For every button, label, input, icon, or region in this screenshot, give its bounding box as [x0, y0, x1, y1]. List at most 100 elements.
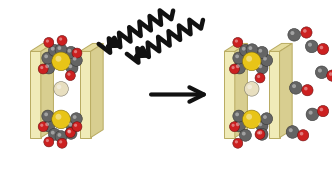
Circle shape	[233, 62, 245, 74]
Circle shape	[242, 132, 246, 136]
Circle shape	[236, 122, 240, 126]
Circle shape	[45, 122, 49, 126]
Circle shape	[256, 128, 268, 140]
Circle shape	[56, 114, 61, 120]
Circle shape	[74, 50, 77, 53]
Circle shape	[292, 84, 296, 88]
Circle shape	[52, 52, 70, 71]
Circle shape	[257, 75, 260, 78]
Circle shape	[329, 72, 333, 76]
Circle shape	[235, 54, 239, 58]
Circle shape	[302, 84, 313, 96]
Circle shape	[289, 82, 302, 94]
Circle shape	[263, 57, 267, 61]
Circle shape	[255, 73, 265, 83]
Circle shape	[59, 37, 62, 41]
Circle shape	[261, 54, 273, 66]
Circle shape	[67, 130, 71, 133]
Circle shape	[233, 120, 245, 132]
Circle shape	[68, 64, 72, 68]
Circle shape	[231, 124, 235, 127]
Circle shape	[72, 122, 82, 132]
Circle shape	[74, 124, 77, 127]
Circle shape	[56, 56, 61, 62]
Circle shape	[327, 70, 333, 81]
Polygon shape	[269, 51, 280, 138]
Polygon shape	[30, 43, 53, 51]
Circle shape	[66, 62, 78, 74]
Polygon shape	[80, 51, 91, 138]
Circle shape	[57, 84, 61, 89]
Circle shape	[242, 47, 246, 51]
Circle shape	[258, 131, 262, 135]
Circle shape	[65, 46, 77, 58]
Polygon shape	[91, 43, 103, 138]
Circle shape	[256, 46, 268, 58]
Circle shape	[235, 40, 238, 43]
Circle shape	[317, 105, 329, 117]
Circle shape	[55, 131, 67, 143]
Circle shape	[66, 120, 78, 132]
Circle shape	[65, 128, 75, 138]
Circle shape	[261, 113, 273, 125]
Circle shape	[236, 64, 240, 68]
Circle shape	[46, 40, 49, 43]
Circle shape	[72, 48, 82, 58]
Circle shape	[318, 68, 322, 73]
Circle shape	[59, 140, 62, 143]
Circle shape	[239, 129, 251, 141]
Circle shape	[55, 44, 67, 56]
Circle shape	[44, 137, 54, 147]
Circle shape	[256, 120, 268, 132]
Circle shape	[315, 66, 328, 79]
Circle shape	[68, 122, 72, 126]
Polygon shape	[280, 43, 292, 138]
Circle shape	[317, 43, 329, 55]
Circle shape	[263, 115, 267, 119]
Circle shape	[301, 27, 312, 38]
Circle shape	[300, 132, 303, 136]
Circle shape	[290, 31, 294, 35]
Polygon shape	[269, 43, 292, 51]
Polygon shape	[224, 43, 247, 51]
Polygon shape	[41, 43, 53, 138]
Circle shape	[70, 54, 82, 66]
Polygon shape	[224, 51, 235, 138]
Circle shape	[320, 108, 323, 111]
Polygon shape	[30, 51, 41, 138]
Circle shape	[233, 52, 245, 64]
Circle shape	[38, 122, 48, 132]
Circle shape	[73, 115, 77, 119]
Circle shape	[258, 64, 262, 68]
Circle shape	[235, 140, 238, 143]
Circle shape	[58, 46, 61, 50]
Circle shape	[231, 66, 235, 69]
Circle shape	[286, 126, 299, 138]
Circle shape	[51, 131, 55, 135]
Circle shape	[304, 87, 308, 90]
Circle shape	[239, 44, 251, 56]
Circle shape	[305, 40, 318, 53]
Circle shape	[43, 62, 55, 74]
Circle shape	[54, 82, 68, 96]
Circle shape	[244, 82, 259, 96]
Circle shape	[242, 110, 261, 129]
Circle shape	[65, 71, 75, 81]
Circle shape	[43, 120, 55, 132]
Circle shape	[52, 110, 70, 129]
Circle shape	[242, 52, 261, 71]
Circle shape	[258, 49, 262, 53]
Circle shape	[306, 108, 319, 121]
Circle shape	[303, 29, 307, 33]
Circle shape	[67, 73, 71, 76]
Circle shape	[58, 133, 61, 137]
Circle shape	[45, 64, 49, 68]
Circle shape	[46, 139, 49, 142]
Circle shape	[320, 46, 323, 49]
Polygon shape	[235, 43, 247, 138]
Circle shape	[308, 43, 312, 47]
Circle shape	[38, 64, 48, 74]
Circle shape	[40, 124, 43, 127]
Circle shape	[229, 122, 239, 132]
Circle shape	[67, 49, 71, 53]
